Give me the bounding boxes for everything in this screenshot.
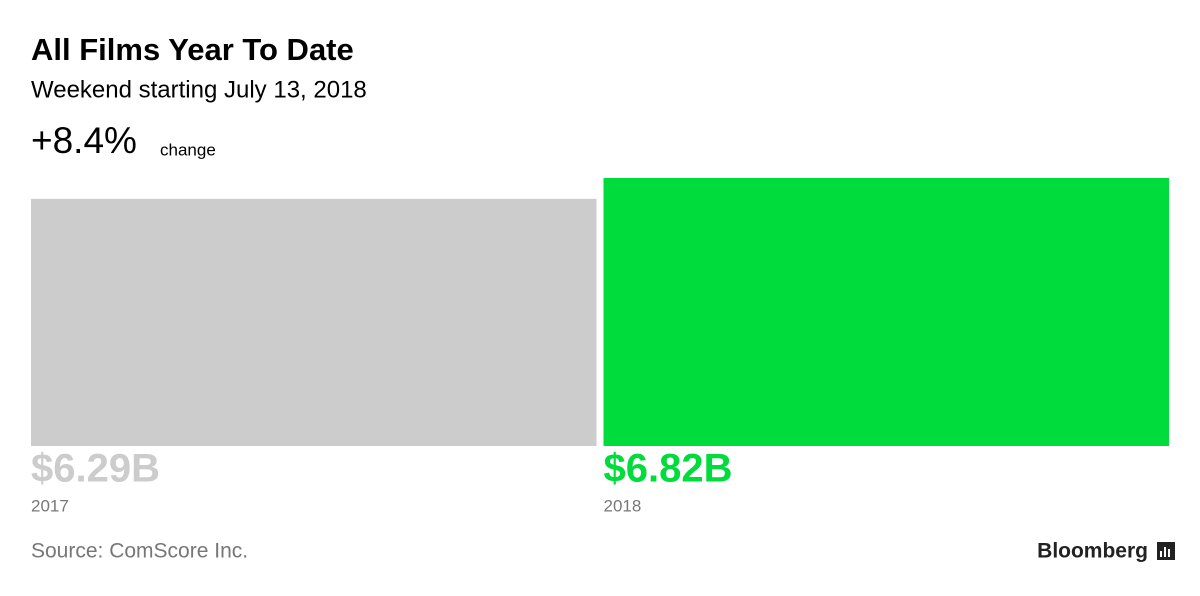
brand-icon xyxy=(1157,542,1175,560)
change-label: change xyxy=(160,140,216,159)
brand: Bloomberg xyxy=(1037,540,1148,563)
x-tick-label: 2017 xyxy=(31,496,69,515)
bar xyxy=(31,198,597,446)
chart-subtitle: Weekend starting July 13, 2018 xyxy=(31,76,367,103)
chart-title: All Films Year To Date xyxy=(31,32,354,67)
value-label: $6.29B xyxy=(31,447,160,491)
value-label: $6.82B xyxy=(604,447,733,491)
bar xyxy=(603,178,1169,446)
change-value: +8.4% xyxy=(31,120,137,161)
source: Source: ComScore Inc. xyxy=(31,540,248,563)
x-tick-label: 2018 xyxy=(604,496,642,515)
